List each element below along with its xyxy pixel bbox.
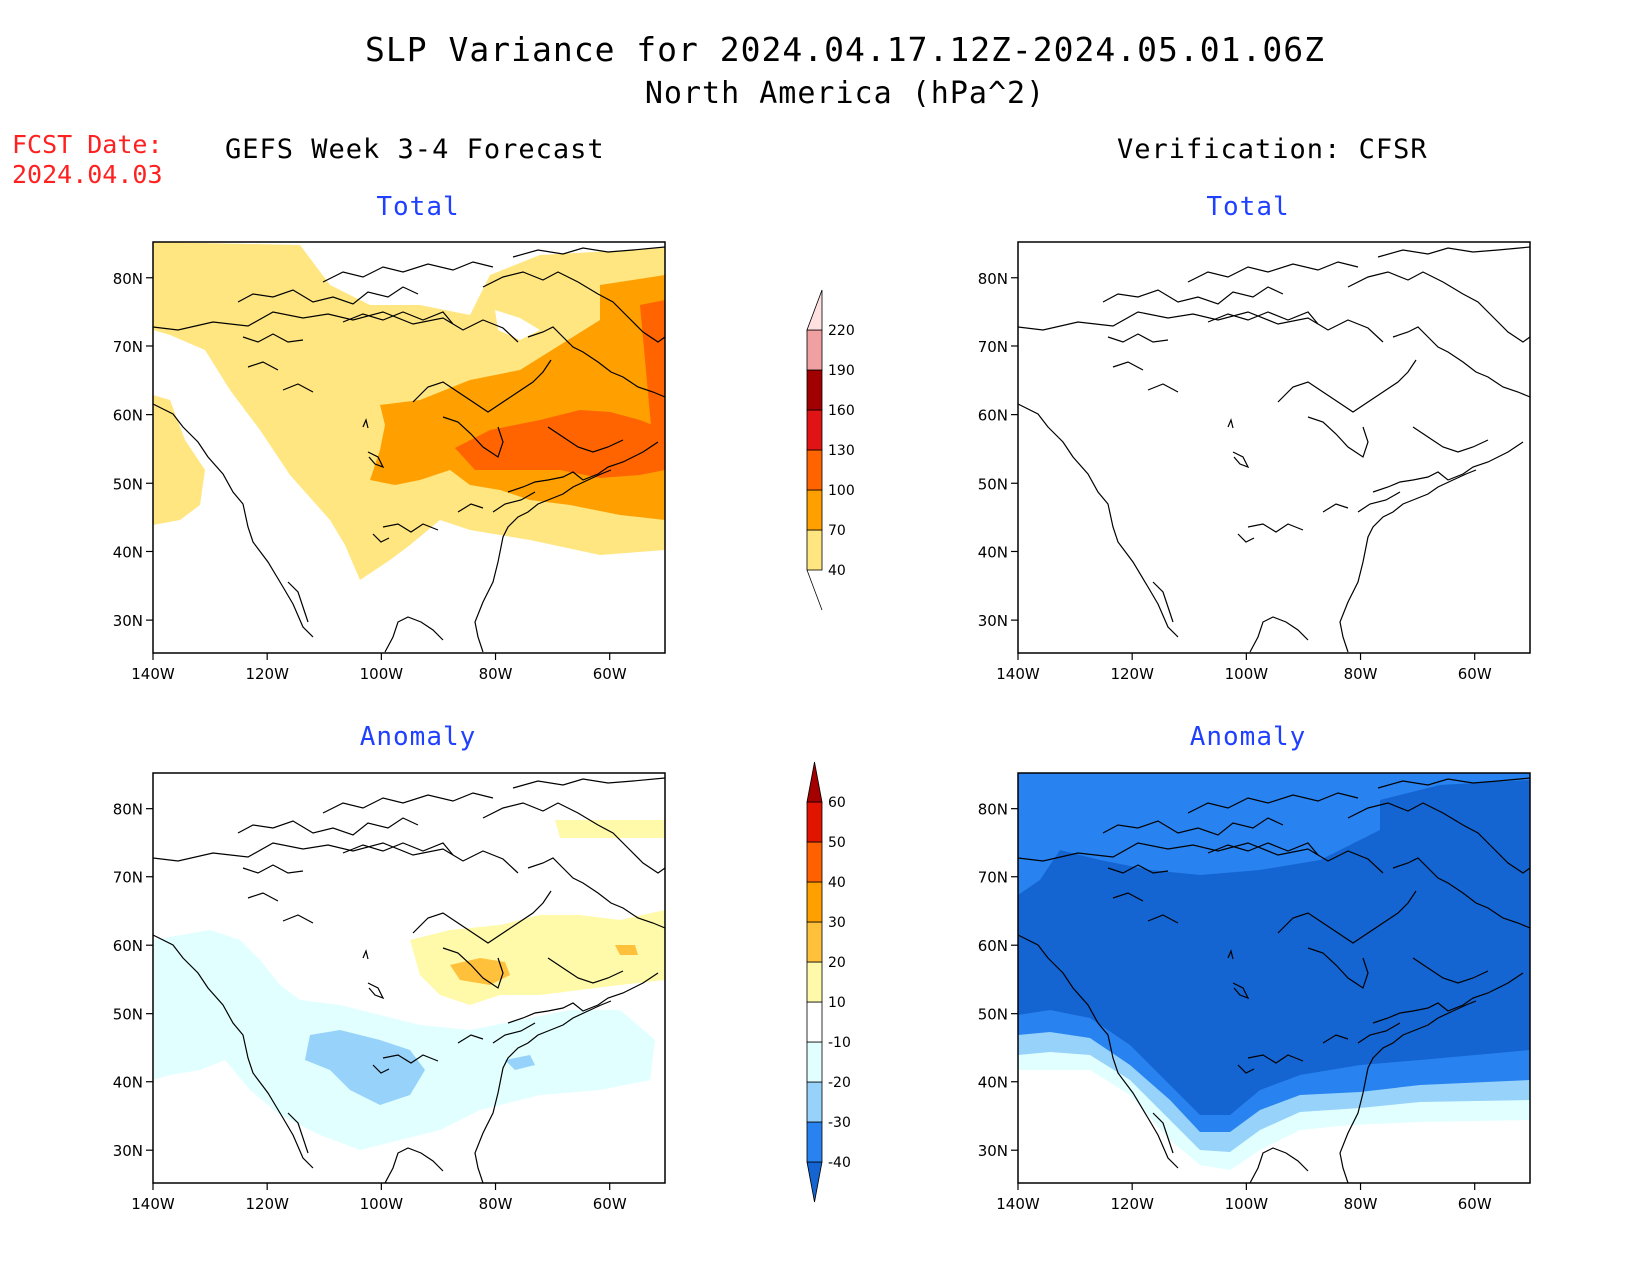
panel-title-verification-total: Total — [1206, 192, 1290, 222]
lon-label: 80W — [479, 1195, 513, 1213]
colorbar-anomaly-bin — [806, 881, 823, 923]
panel-verification-anomaly — [1018, 773, 1530, 1183]
lat-label: 60N — [113, 937, 143, 955]
panel-title-forecast-anomaly: Anomaly — [359, 722, 477, 752]
colorbar-total-label: 190 — [828, 363, 855, 379]
colorbars: 40 70 100 130 160 190 220 -40 -30 -20 -10 10 20 30 40 5… — [806, 289, 855, 1203]
panel-verification-total — [1018, 242, 1530, 653]
colorbar-total-bin — [806, 409, 823, 451]
lat-label: 60N — [113, 407, 143, 425]
lon-label: 80W — [1344, 665, 1378, 683]
lon-label: 100W — [360, 1195, 404, 1213]
lat-label: 80N — [113, 270, 143, 288]
colorbar-total-bin — [806, 529, 823, 571]
lon-label: 80W — [479, 665, 513, 683]
colorbar-anomaly-bin — [806, 921, 823, 963]
lat-label: 70N — [978, 869, 1008, 887]
lat-label: 60N — [978, 937, 1008, 955]
lat-label: 80N — [113, 801, 143, 819]
lat-label: 30N — [978, 612, 1008, 630]
colorbar-anomaly-label: 50 — [828, 835, 846, 851]
panel-forecast-anomaly — [153, 773, 665, 1183]
colorbar-anomaly-bin — [806, 1041, 823, 1083]
colorbar-anomaly-label: -40 — [828, 1155, 851, 1171]
lat-label: 30N — [978, 1142, 1008, 1160]
lon-label: 120W — [245, 1195, 289, 1213]
lon-label: 100W — [1225, 665, 1269, 683]
lat-label: 70N — [978, 338, 1008, 356]
lon-label: 80W — [1344, 1195, 1378, 1213]
lat-label: 60N — [978, 407, 1008, 425]
colorbar-anomaly-label: 30 — [828, 915, 846, 931]
colorbar-anomaly-bin — [806, 801, 823, 843]
lat-label: 50N — [978, 1006, 1008, 1024]
lat-label: 30N — [113, 1142, 143, 1160]
lon-label: 100W — [360, 665, 404, 683]
lat-label: 50N — [113, 475, 143, 493]
colorbar-total-label: 70 — [828, 523, 846, 539]
lat-label: 40N — [113, 543, 143, 561]
colorbar-total-label: 100 — [828, 483, 855, 499]
lon-label: 120W — [245, 665, 289, 683]
lon-label: 60W — [1458, 1195, 1492, 1213]
colorbar-total-bin — [806, 489, 823, 531]
lat-label: 40N — [113, 1074, 143, 1092]
panel-title-forecast-total: Total — [376, 192, 460, 222]
lon-label: 140W — [996, 665, 1040, 683]
verification-header: Verification: CFSR — [1117, 134, 1428, 165]
lat-label: 40N — [978, 1074, 1008, 1092]
lon-label: 100W — [1225, 1195, 1269, 1213]
lon-label: 60W — [593, 665, 627, 683]
panel-forecast-total — [153, 242, 665, 653]
colorbar-anomaly-bin — [806, 1121, 823, 1163]
colorbar-anomaly-min-arrow — [806, 1161, 823, 1203]
lat-label: 50N — [978, 475, 1008, 493]
lat-label: 50N — [113, 1006, 143, 1024]
colorbar-anomaly-bin — [806, 841, 823, 883]
colorbar-anomaly-label: -20 — [828, 1075, 851, 1091]
lat-label: 40N — [978, 543, 1008, 561]
colorbar-total-bin — [806, 369, 823, 411]
chart-subtitle: North America (hPa^2) — [644, 76, 1046, 111]
colorbar-anomaly-label: 20 — [828, 955, 846, 971]
colorbar-total-label: 130 — [828, 443, 855, 459]
colorbar-anomaly-label: 60 — [828, 795, 846, 811]
lon-label: 60W — [593, 1195, 627, 1213]
colorbar-total-label: 160 — [828, 403, 855, 419]
colorbar-anomaly-label: 10 — [828, 995, 846, 1011]
chart-title: SLP Variance for 2024.04.17.12Z-2024.05.… — [365, 30, 1325, 69]
lat-label: 70N — [113, 338, 143, 356]
colorbar-anomaly-label: 40 — [828, 875, 846, 891]
colorbar-total-label: 220 — [828, 323, 855, 339]
lat-label: 70N — [113, 869, 143, 887]
lon-label: 140W — [996, 1195, 1040, 1213]
map-axes: 80N 70N 60N 50N 40N 30N 140W 120W 100W 80W 60W 80N 7… — [113, 270, 1492, 1213]
colorbar-anomaly-bin — [806, 961, 823, 1003]
lat-label: 80N — [978, 270, 1008, 288]
fcst-date: 2024.04.03 — [12, 160, 163, 189]
panel-title-verification-anomaly: Anomaly — [1189, 722, 1307, 752]
colorbar-anomaly-label: -30 — [828, 1115, 851, 1131]
lon-label: 140W — [131, 1195, 175, 1213]
colorbar-anomaly-bin — [806, 1001, 823, 1043]
colorbar-anomaly-max-arrow — [806, 761, 823, 803]
lon-label: 60W — [1458, 665, 1492, 683]
colorbar-anomaly-label: -10 — [828, 1035, 851, 1051]
colorbar-total-bin — [806, 329, 823, 371]
lat-label: 80N — [978, 801, 1008, 819]
colorbar-anomaly-bin — [806, 1081, 823, 1123]
lon-label: 140W — [131, 665, 175, 683]
fcst-label: FCST Date: — [12, 130, 163, 159]
lon-label: 120W — [1110, 665, 1154, 683]
colorbar-total-min-edge — [806, 569, 823, 611]
lat-label: 30N — [113, 612, 143, 630]
lon-label: 120W — [1110, 1195, 1154, 1213]
forecast-header: GEFS Week 3-4 Forecast — [225, 134, 605, 165]
colorbar-total-max-arrow — [806, 289, 823, 331]
colorbar-total-label: 40 — [828, 563, 846, 579]
colorbar-total-bin — [806, 449, 823, 491]
